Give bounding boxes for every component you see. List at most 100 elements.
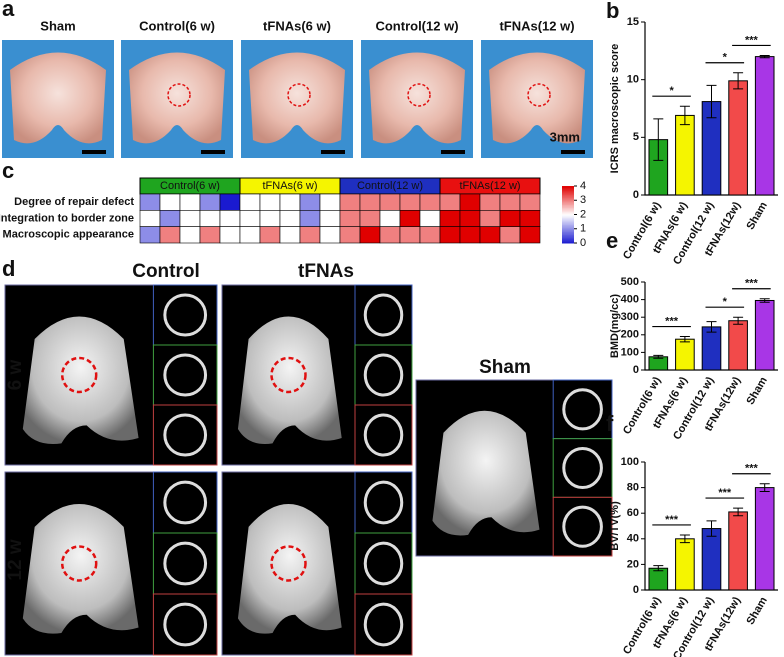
defect-circle xyxy=(270,356,307,394)
ct-slice-bone xyxy=(562,388,603,431)
ct-bone xyxy=(237,504,342,634)
ct-slice-bone xyxy=(163,293,208,337)
error-bar xyxy=(706,520,717,537)
colorbar-step xyxy=(562,191,574,194)
defect-circle xyxy=(60,545,98,582)
significance-label: * xyxy=(723,296,728,308)
colorbar-step xyxy=(562,214,574,217)
heatmap-cell xyxy=(179,210,201,227)
heatmap-cell xyxy=(459,210,481,227)
y-tick-label: 15 xyxy=(627,16,639,28)
heatmap-cell xyxy=(179,226,201,244)
heatmap-cell xyxy=(319,210,341,227)
error-bar xyxy=(759,298,770,303)
heatmap-cell xyxy=(419,193,441,211)
ct-slice-bone xyxy=(363,602,404,647)
error-bar xyxy=(759,483,770,492)
row-label: 6 w xyxy=(5,359,26,390)
defect-circle xyxy=(270,545,307,582)
colorbar-step xyxy=(562,217,574,220)
scale-bar xyxy=(321,150,345,154)
error-bar xyxy=(679,534,690,544)
knee-photo xyxy=(489,52,585,144)
heatmap-cell xyxy=(199,226,221,244)
colorbar-step xyxy=(562,187,574,190)
error-bar xyxy=(733,316,744,325)
colorbar-step xyxy=(562,220,574,223)
ct-slice-bone xyxy=(562,446,603,490)
colorbar-step xyxy=(562,237,574,240)
colorbar-step xyxy=(562,228,574,231)
colorbar-label: 0 xyxy=(580,237,586,249)
heatmap-cell xyxy=(299,210,321,227)
bar xyxy=(728,511,748,591)
heatmap-cell xyxy=(439,193,461,211)
heatmap-cell xyxy=(399,193,421,211)
heatmap-cell xyxy=(339,226,361,244)
bar xyxy=(728,320,748,371)
defect-circle xyxy=(527,83,551,107)
colorbar-step xyxy=(562,223,574,225)
photo-label: Control(12 w) xyxy=(375,18,458,33)
colorbar-step xyxy=(562,211,574,214)
group-label: Control(12 w) xyxy=(357,180,423,192)
y-tick-label: 0 xyxy=(633,584,639,596)
heatmap-cell xyxy=(419,210,441,227)
heatmap-cell xyxy=(239,193,261,211)
row-label: Macroscopic appearance xyxy=(3,229,134,241)
bar xyxy=(701,326,722,371)
ct-slice-bone xyxy=(363,413,404,457)
heatmap-cell xyxy=(319,193,341,211)
scale-bar xyxy=(82,150,106,154)
heatmap-cell xyxy=(399,210,421,227)
heatmap-cell xyxy=(479,193,501,211)
colorbar-step xyxy=(562,241,574,244)
defect-circle xyxy=(167,83,191,107)
y-tick-label: 0 xyxy=(633,189,639,201)
heatmap-cell xyxy=(179,193,201,211)
colorbar-step xyxy=(562,233,574,235)
defect-circle xyxy=(407,83,431,107)
y-axis-label: BMD(mg/cc) xyxy=(609,294,621,359)
heatmap-cell xyxy=(459,226,481,244)
heatmap-cell xyxy=(139,210,161,227)
error-bar xyxy=(679,336,690,343)
heatmap-cell xyxy=(419,226,441,244)
ct-slice-bone xyxy=(562,505,603,548)
colorbar-step xyxy=(562,235,574,238)
sham-label: Sham xyxy=(479,357,531,378)
y-tick-label: 300 xyxy=(621,311,639,323)
bar xyxy=(675,538,695,591)
colorbar-label: 3 xyxy=(580,194,586,206)
x-tick-label: Sham xyxy=(744,375,769,407)
ct-slice-bone xyxy=(363,480,404,525)
bar xyxy=(675,114,695,196)
heatmap-cell xyxy=(519,210,541,227)
heatmap-cell xyxy=(219,193,241,211)
photo-label: Sham xyxy=(40,18,75,33)
bar xyxy=(675,338,695,371)
panel-label: e xyxy=(606,228,618,253)
heatmap-cell xyxy=(239,226,261,244)
ct-slice-bone xyxy=(163,480,208,525)
heatmap-cell xyxy=(279,193,301,211)
heatmap-cell xyxy=(479,210,501,227)
y-tick-label: 10 xyxy=(627,74,639,86)
y-tick-label: 5 xyxy=(633,131,639,143)
significance-label: *** xyxy=(718,487,732,499)
heatmap-cell xyxy=(259,226,281,244)
colorbar-step xyxy=(562,197,574,200)
row-label: Integration to border zone xyxy=(0,212,134,224)
colorbar-step xyxy=(562,230,574,233)
colorbar-step xyxy=(562,201,574,204)
colorbar-step xyxy=(562,234,574,237)
photo-label: Control(6 w) xyxy=(139,18,215,33)
heatmap-cell xyxy=(439,226,461,244)
group-label: tFNAs(6 w) xyxy=(263,180,318,192)
knee-photo xyxy=(249,52,345,144)
error-bar xyxy=(653,118,664,161)
colorbar-label: 4 xyxy=(580,180,586,192)
y-tick-label: 500 xyxy=(621,276,639,288)
error-bar xyxy=(706,84,717,119)
